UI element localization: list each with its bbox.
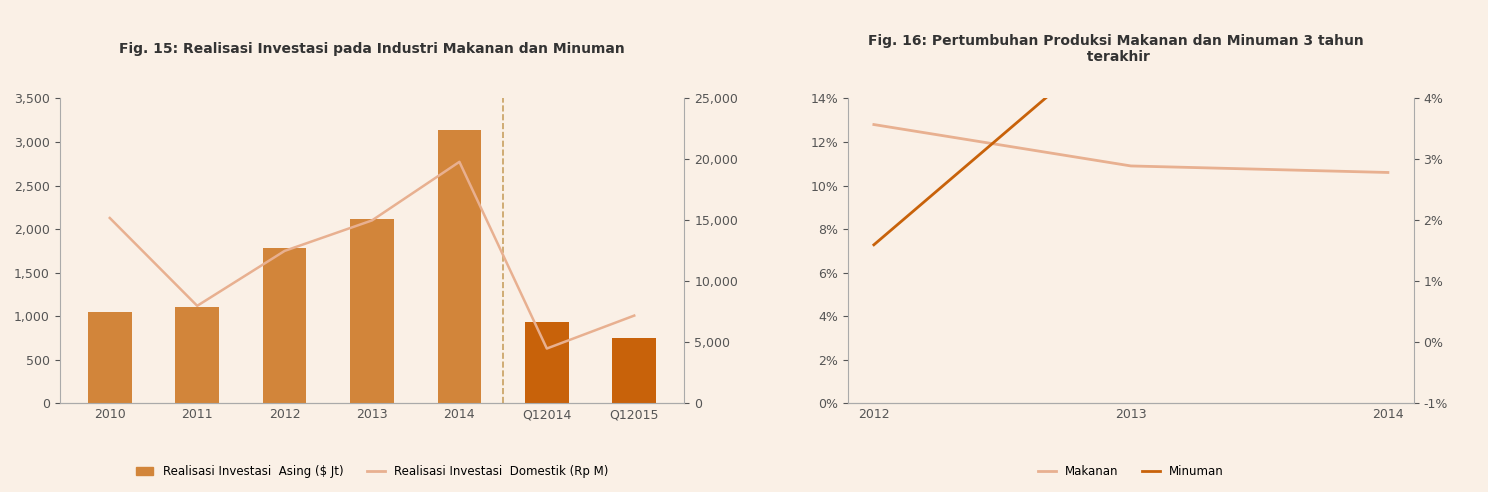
Bar: [525, 322, 568, 403]
Bar: [88, 312, 131, 403]
Bar: [350, 218, 394, 403]
Bar: [437, 130, 481, 403]
Text: Fig. 15: Realisasi Investasi pada Industri Makanan dan Minuman: Fig. 15: Realisasi Investasi pada Indust…: [119, 42, 625, 56]
Legend: Realisasi Investasi  Asing ($ Jt), Realisasi Investasi  Domestik (Rp M): Realisasi Investasi Asing ($ Jt), Realis…: [131, 461, 613, 483]
Bar: [613, 338, 656, 403]
Bar: [263, 248, 307, 403]
Legend: Makanan, Minuman: Makanan, Minuman: [1033, 461, 1229, 483]
Bar: [176, 307, 219, 403]
Text: Fig. 16: Pertumbuhan Produksi Makanan dan Minuman 3 tahun
 terakhir: Fig. 16: Pertumbuhan Produksi Makanan da…: [868, 34, 1364, 64]
